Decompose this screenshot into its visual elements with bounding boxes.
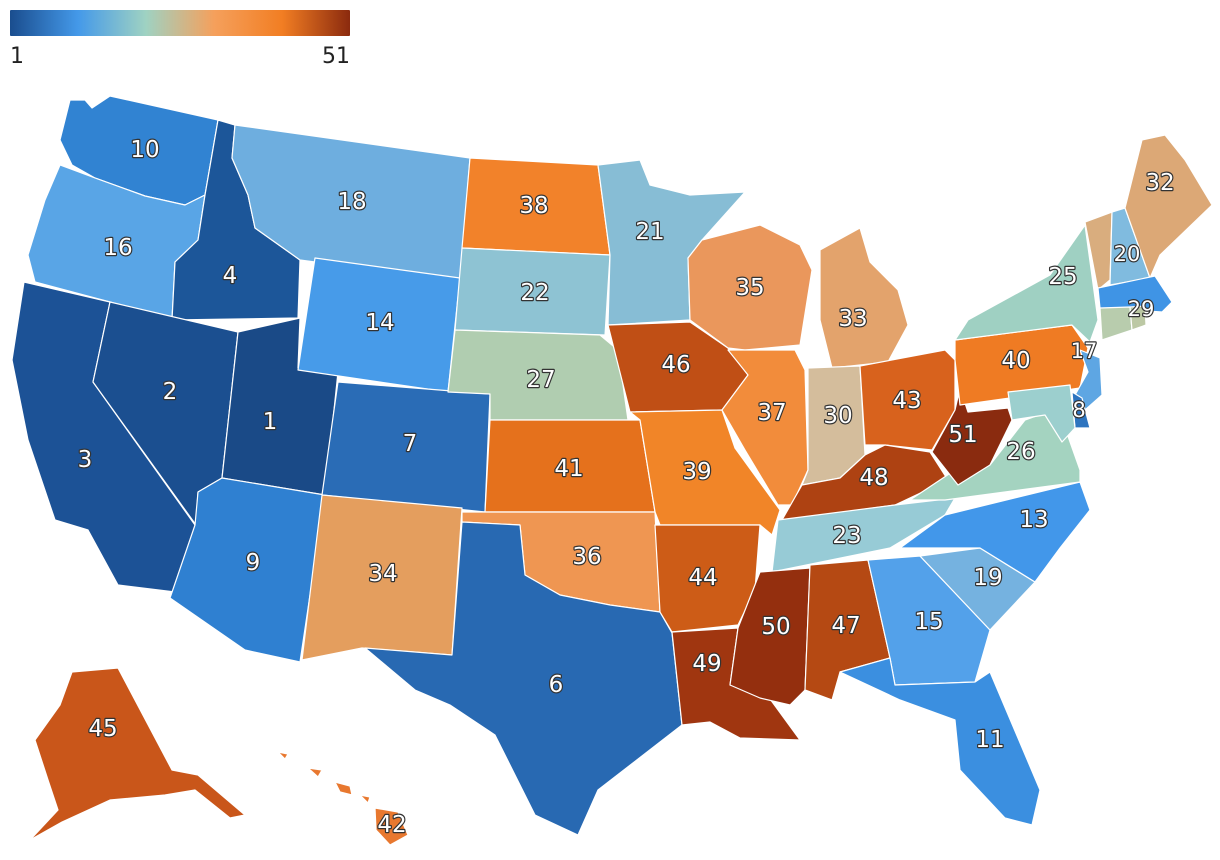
legend-min-label: 1: [10, 44, 24, 69]
state-mo[interactable]: [629, 409, 781, 536]
state-ar[interactable]: [654, 524, 761, 633]
state-co[interactable]: [321, 381, 491, 513]
state-nc[interactable]: [899, 481, 1091, 583]
state-nm[interactable]: [301, 494, 463, 661]
state-tx[interactable]: [364, 521, 683, 836]
state-ak[interactable]: [29, 667, 246, 841]
state-wv[interactable]: [931, 387, 1013, 486]
state-hi[interactable]: [277, 751, 409, 846]
state-sd[interactable]: [454, 247, 611, 336]
color-scale-bar: [10, 10, 350, 36]
states-layer: [11, 95, 1213, 846]
state-wy[interactable]: [297, 257, 461, 393]
color-scale-legend: 1 51: [10, 10, 350, 72]
state-md[interactable]: [1007, 384, 1076, 443]
legend-max-label: 51: [322, 44, 350, 69]
state-me[interactable]: [1124, 134, 1213, 279]
state-ct[interactable]: [1099, 306, 1133, 341]
state-wi[interactable]: [687, 224, 813, 351]
state-mi[interactable]: [819, 227, 909, 369]
state-ri[interactable]: [1129, 305, 1147, 331]
state-il[interactable]: [721, 349, 809, 506]
state-ny[interactable]: [954, 224, 1099, 343]
state-ks[interactable]: [484, 419, 656, 513]
state-fl[interactable]: [839, 657, 1041, 826]
state-nd[interactable]: [461, 157, 611, 256]
state-ma[interactable]: [1097, 275, 1173, 313]
